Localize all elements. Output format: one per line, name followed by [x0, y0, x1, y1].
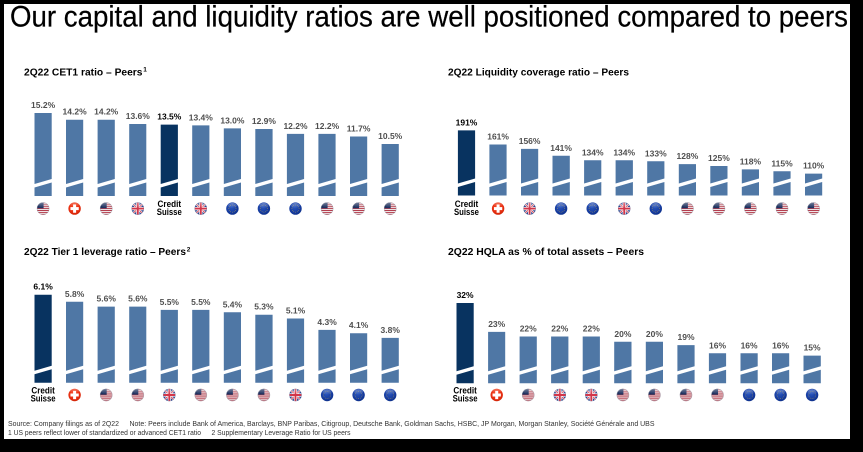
svg-text:13.0%: 13.0%	[220, 115, 245, 125]
svg-text:23%: 23%	[488, 319, 505, 329]
svg-text:Credit: Credit	[31, 385, 55, 395]
svg-text:115%: 115%	[771, 158, 793, 168]
svg-text:141%: 141%	[550, 143, 572, 153]
svg-text:20%: 20%	[614, 329, 631, 339]
svg-text:118%: 118%	[740, 156, 762, 166]
svg-text:22%: 22%	[520, 324, 537, 334]
svg-text:110%: 110%	[803, 161, 825, 171]
svg-text:16%: 16%	[772, 340, 789, 350]
svg-text:1 US peers reflect lower of st: 1 US peers reflect lower of standardized…	[8, 430, 201, 437]
svg-text:5.8%: 5.8%	[65, 289, 85, 299]
svg-text:22%: 22%	[583, 324, 600, 334]
svg-text:16%: 16%	[741, 340, 758, 350]
svg-text:161%: 161%	[487, 132, 509, 142]
svg-text:15.2%: 15.2%	[31, 100, 56, 110]
svg-text:13.6%: 13.6%	[126, 111, 151, 121]
svg-text:2Q22 CET1 ratio – Peers: 2Q22 CET1 ratio – Peers	[24, 67, 143, 78]
svg-text:12.2%: 12.2%	[283, 121, 308, 131]
svg-text:2Q22 HQLA as % of total assets: 2Q22 HQLA as % of total assets – Peers	[448, 247, 644, 258]
svg-text:Credit: Credit	[158, 199, 182, 209]
svg-text:13.4%: 13.4%	[189, 112, 214, 122]
svg-text:5.3%: 5.3%	[254, 302, 274, 312]
svg-text:15%: 15%	[804, 343, 821, 353]
svg-text:20%: 20%	[646, 329, 663, 339]
svg-text:2Q22 Liquidity coverage ratio: 2Q22 Liquidity coverage ratio – Peers	[448, 67, 629, 78]
svg-text:Suisse: Suisse	[31, 394, 56, 404]
svg-text:Our capital and liquidity rati: Our capital and liquidity ratios are wel…	[10, 0, 848, 33]
svg-text:16%: 16%	[709, 340, 726, 350]
svg-text:4.3%: 4.3%	[317, 317, 337, 327]
svg-text:134%: 134%	[613, 147, 635, 157]
svg-text:14.2%: 14.2%	[63, 107, 88, 117]
svg-text:5.1%: 5.1%	[286, 306, 306, 316]
svg-text:4.1%: 4.1%	[349, 320, 369, 330]
svg-text:19%: 19%	[677, 332, 694, 342]
svg-text:125%: 125%	[708, 153, 730, 163]
svg-text:Suisse: Suisse	[454, 207, 479, 217]
svg-text:156%: 156%	[519, 136, 541, 146]
svg-text:2Q22 Tier 1 leverage ratio – P: 2Q22 Tier 1 leverage ratio – Peers	[24, 247, 186, 258]
svg-text:Suisse: Suisse	[453, 394, 478, 404]
svg-text:2: 2	[187, 246, 191, 253]
svg-text:128%: 128%	[677, 151, 699, 161]
svg-text:133%: 133%	[645, 148, 667, 158]
svg-text:134%: 134%	[582, 147, 604, 157]
svg-text:11.7%: 11.7%	[347, 124, 371, 134]
svg-text:32%: 32%	[457, 290, 474, 300]
svg-text:22%: 22%	[551, 324, 568, 334]
svg-text:5.6%: 5.6%	[97, 294, 117, 304]
svg-text:3.8%: 3.8%	[381, 325, 401, 335]
svg-text:1: 1	[143, 67, 147, 74]
svg-text:10.5%: 10.5%	[378, 131, 403, 141]
svg-text:Credit: Credit	[453, 385, 477, 395]
svg-text:12.2%: 12.2%	[315, 121, 340, 131]
svg-text:12.9%: 12.9%	[252, 116, 277, 126]
svg-text:Note: Peers include Bank of Am: Note: Peers include Bank of America, Bar…	[130, 421, 655, 428]
svg-text:5.5%: 5.5%	[191, 297, 211, 307]
svg-text:6.1%: 6.1%	[33, 282, 53, 292]
svg-text:5.6%: 5.6%	[128, 294, 148, 304]
svg-text:2 Supplementary Leverage Ratio: 2 Supplementary Leverage Ratio for US pe…	[212, 430, 351, 437]
svg-text:Credit: Credit	[455, 199, 479, 209]
svg-text:5.5%: 5.5%	[160, 297, 180, 307]
svg-text:Suisse: Suisse	[157, 207, 182, 217]
svg-text:5.4%: 5.4%	[223, 299, 243, 309]
svg-text:191%: 191%	[456, 117, 478, 127]
svg-text:Source: Company filings as of: Source: Company filings as of 2Q22	[8, 421, 119, 428]
svg-text:13.5%: 13.5%	[157, 112, 182, 122]
svg-text:14.2%: 14.2%	[94, 107, 119, 117]
